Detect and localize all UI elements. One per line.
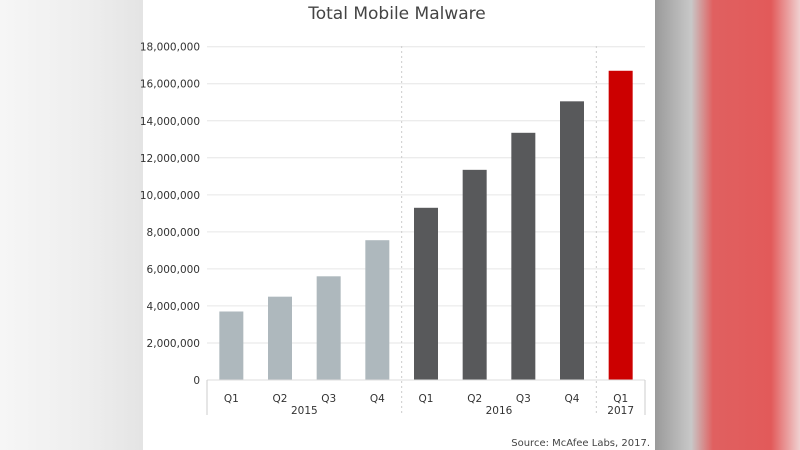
bar [316,276,341,380]
x-tick-label: Q2 [273,393,288,405]
y-tick-label: 4,000,000 [147,301,200,313]
bar [511,132,536,380]
y-tick-label: 10,000,000 [140,190,200,202]
chart-title: Total Mobile Malware [307,4,485,24]
y-tick-label: 8,000,000 [147,227,200,239]
bar [219,311,244,380]
x-tick-label: Q1 [419,393,434,405]
group-label: 2016 [486,405,513,417]
y-tick-label: 14,000,000 [140,116,200,128]
x-tick-label: Q4 [565,393,580,405]
y-tick-label: 6,000,000 [147,264,200,276]
group-label: 2017 [607,405,634,417]
x-tick-label: Q4 [370,393,385,405]
bar [462,169,487,380]
x-tick-label: Q1 [613,393,628,405]
bar [414,207,438,380]
y-tick-label: 16,000,000 [140,79,200,91]
blurred-background-left [0,0,143,450]
blurred-background-right [655,0,800,450]
x-tick-label: Q3 [321,393,336,405]
group-label: 2015 [291,405,318,417]
x-tick-label: Q2 [467,393,482,405]
bar [268,296,292,380]
y-tick-label: 0 [193,375,200,387]
bar [365,240,390,380]
x-tick-label: Q1 [224,393,239,405]
y-tick-label: 2,000,000 [147,338,200,350]
bar [560,101,584,381]
source-note: Source: McAfee Labs, 2017. [511,438,650,449]
y-tick-label: 12,000,000 [140,153,200,165]
x-tick-label: Q3 [516,393,531,405]
y-tick-label: 18,000,000 [140,42,200,54]
bar [608,70,633,380]
